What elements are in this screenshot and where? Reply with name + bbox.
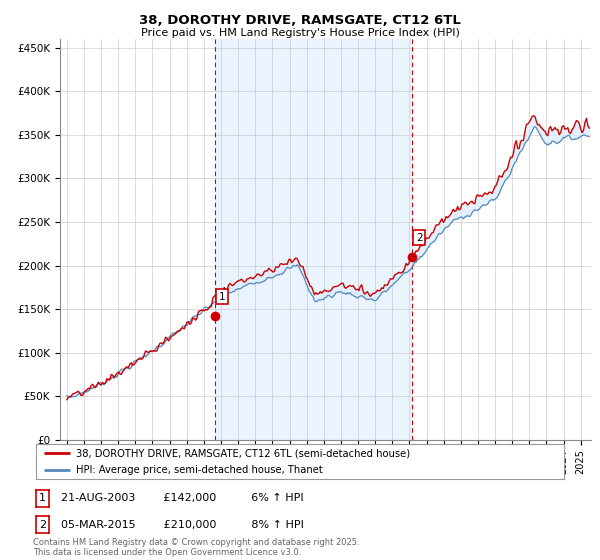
- Bar: [215, 39, 412, 440]
- Text: 05-MAR-2015        £210,000          8% ↑ HPI: 05-MAR-2015 £210,000 8% ↑ HPI: [54, 520, 304, 530]
- Text: 21-AUG-2003        £142,000          6% ↑ HPI: 21-AUG-2003 £142,000 6% ↑ HPI: [54, 493, 304, 503]
- Text: Contains HM Land Registry data © Crown copyright and database right 2025.
This d: Contains HM Land Registry data © Crown c…: [33, 538, 359, 557]
- Text: 2: 2: [39, 520, 46, 530]
- Text: Price paid vs. HM Land Registry's House Price Index (HPI): Price paid vs. HM Land Registry's House …: [140, 28, 460, 38]
- Text: 38, DOROTHY DRIVE, RAMSGATE, CT12 6TL: 38, DOROTHY DRIVE, RAMSGATE, CT12 6TL: [139, 14, 461, 27]
- Text: 1: 1: [39, 493, 46, 503]
- Text: 38, DOROTHY DRIVE, RAMSGATE, CT12 6TL (semi-detached house): 38, DOROTHY DRIVE, RAMSGATE, CT12 6TL (s…: [76, 449, 410, 459]
- Text: HPI: Average price, semi-detached house, Thanet: HPI: Average price, semi-detached house,…: [76, 465, 322, 475]
- Text: 2: 2: [416, 232, 422, 242]
- Text: 1: 1: [218, 292, 225, 302]
